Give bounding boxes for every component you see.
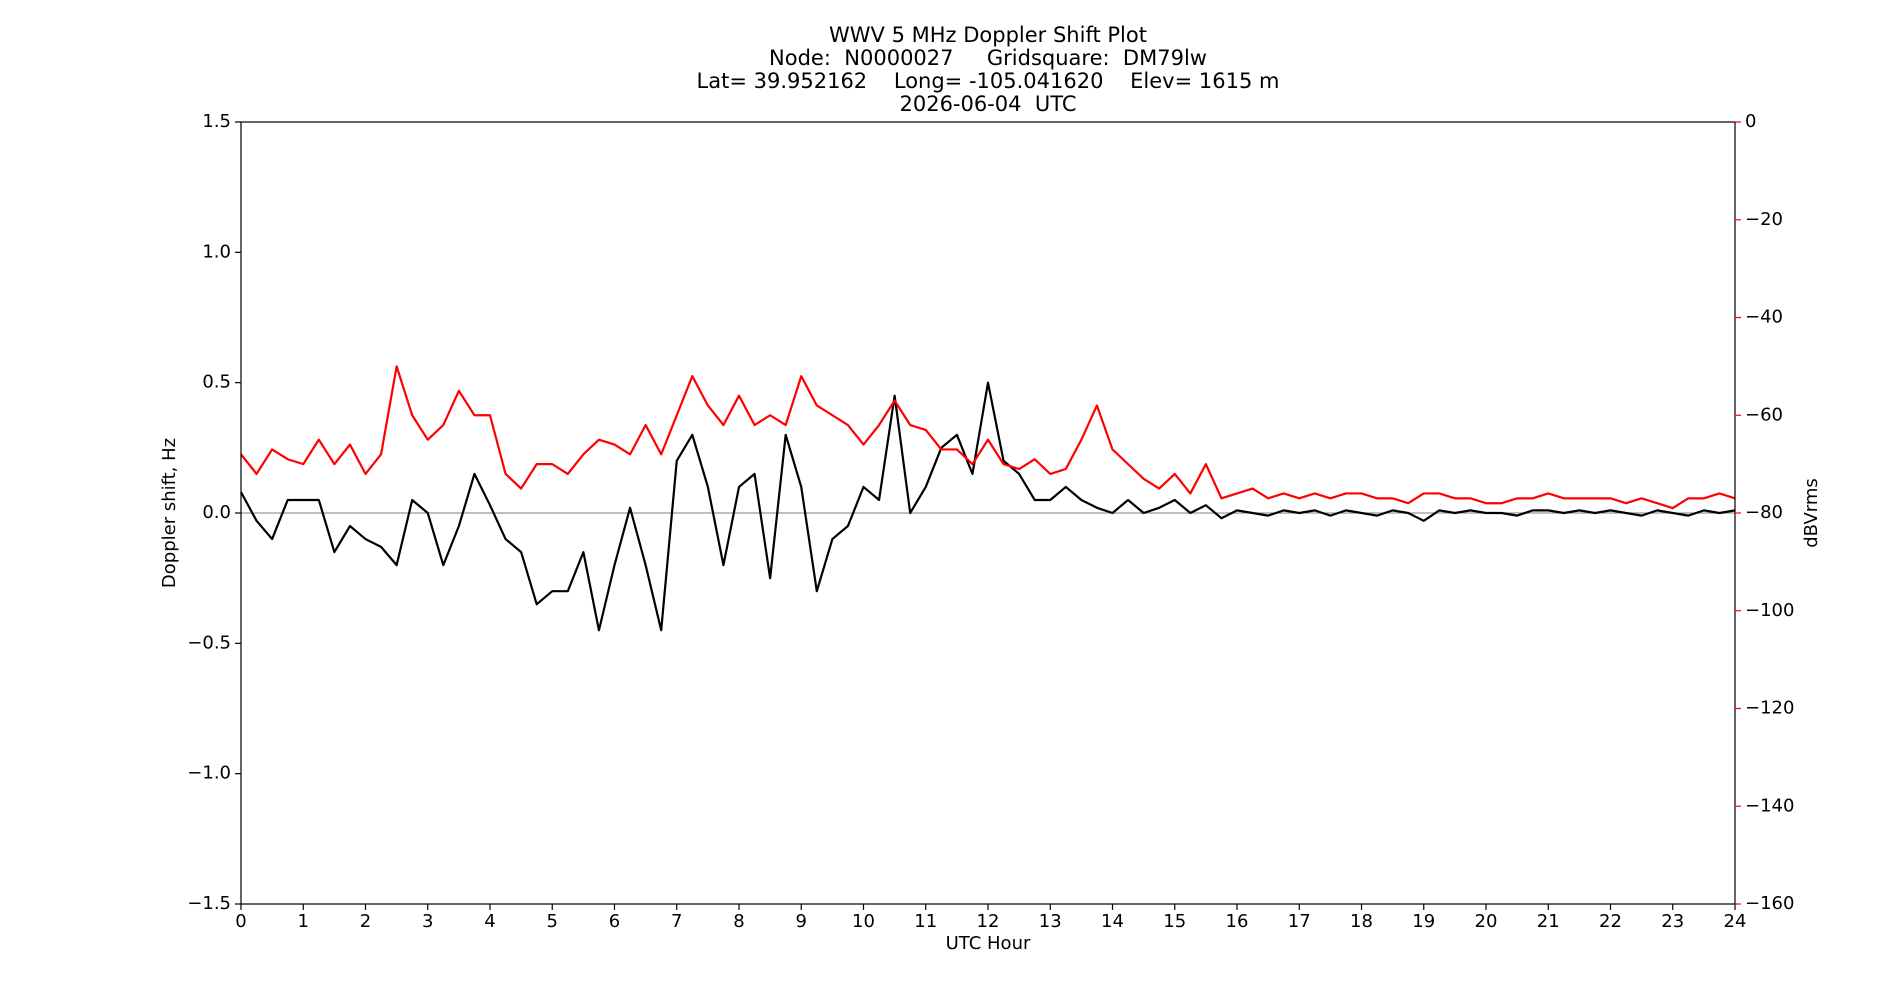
series-line — [240, 381, 1736, 632]
x-tick-label: 21 — [1537, 911, 1560, 932]
y2-tick-label: −140 — [1745, 795, 1794, 816]
x-tick-label: 1 — [298, 911, 309, 932]
y2-tick-label: −40 — [1745, 307, 1783, 328]
chart-title: WWV 5 MHz Doppler Shift Plot — [829, 23, 1147, 47]
x-tick-label: 13 — [1039, 911, 1062, 932]
chart-subtitle: Node: N0000027 Gridsquare: DM79lw — [769, 46, 1207, 70]
x-tick-label: 6 — [609, 911, 620, 932]
y2-tick-label: −80 — [1745, 502, 1783, 523]
x-tick-label: 12 — [977, 911, 1000, 932]
y-tick-label: 0.0 — [202, 502, 231, 523]
x-tick-label: 4 — [484, 911, 495, 932]
x-axis-label: UTC Hour — [946, 933, 1031, 954]
y-axis-label: Doppler shift, Hz — [159, 438, 180, 588]
x-tick-label: 16 — [1226, 911, 1249, 932]
x-tick-label: 10 — [852, 911, 875, 932]
x-tick-label: 0 — [235, 911, 246, 932]
y2-tick-label: −120 — [1745, 698, 1794, 719]
x-tick-label: 24 — [1724, 911, 1747, 932]
y-tick-label: 1.5 — [202, 111, 231, 132]
x-tick-label: 19 — [1412, 911, 1435, 932]
y2-tick-label: −160 — [1745, 893, 1794, 914]
x-tick-label: 2 — [360, 911, 371, 932]
y-tick-label: 0.5 — [202, 372, 231, 393]
x-tick-label: 7 — [671, 911, 682, 932]
chart-subtitle: 2026-06-04 UTC — [899, 92, 1076, 116]
x-tick-label: 15 — [1163, 911, 1186, 932]
x-tick-label: 17 — [1288, 911, 1311, 932]
x-tick-label: 14 — [1101, 911, 1124, 932]
y-tick-label: 1.0 — [202, 241, 231, 262]
x-tick-label: 11 — [914, 911, 937, 932]
x-tick-label: 23 — [1661, 911, 1684, 932]
y2-tick-label: 0 — [1745, 111, 1756, 132]
x-tick-label: 20 — [1475, 911, 1498, 932]
x-tick-label: 5 — [547, 911, 558, 932]
y-tick-label: −1.5 — [187, 893, 231, 914]
y-tick-label: −1.0 — [187, 763, 231, 784]
y2-tick-label: −20 — [1745, 209, 1783, 230]
y2-axis-label: dBVrms — [1801, 478, 1822, 548]
x-tick-label: 22 — [1599, 911, 1622, 932]
y2-tick-label: −60 — [1745, 404, 1783, 425]
x-tick-label: 9 — [796, 911, 807, 932]
y-tick-label: −0.5 — [187, 632, 231, 653]
chart-subtitle: Lat= 39.952162 Long= -105.041620 Elev= 1… — [697, 69, 1280, 93]
x-tick-label: 18 — [1350, 911, 1373, 932]
y2-tick-label: −100 — [1745, 600, 1794, 621]
x-tick-label: 3 — [422, 911, 433, 932]
series-line — [240, 365, 1736, 510]
x-tick-label: 8 — [733, 911, 744, 932]
